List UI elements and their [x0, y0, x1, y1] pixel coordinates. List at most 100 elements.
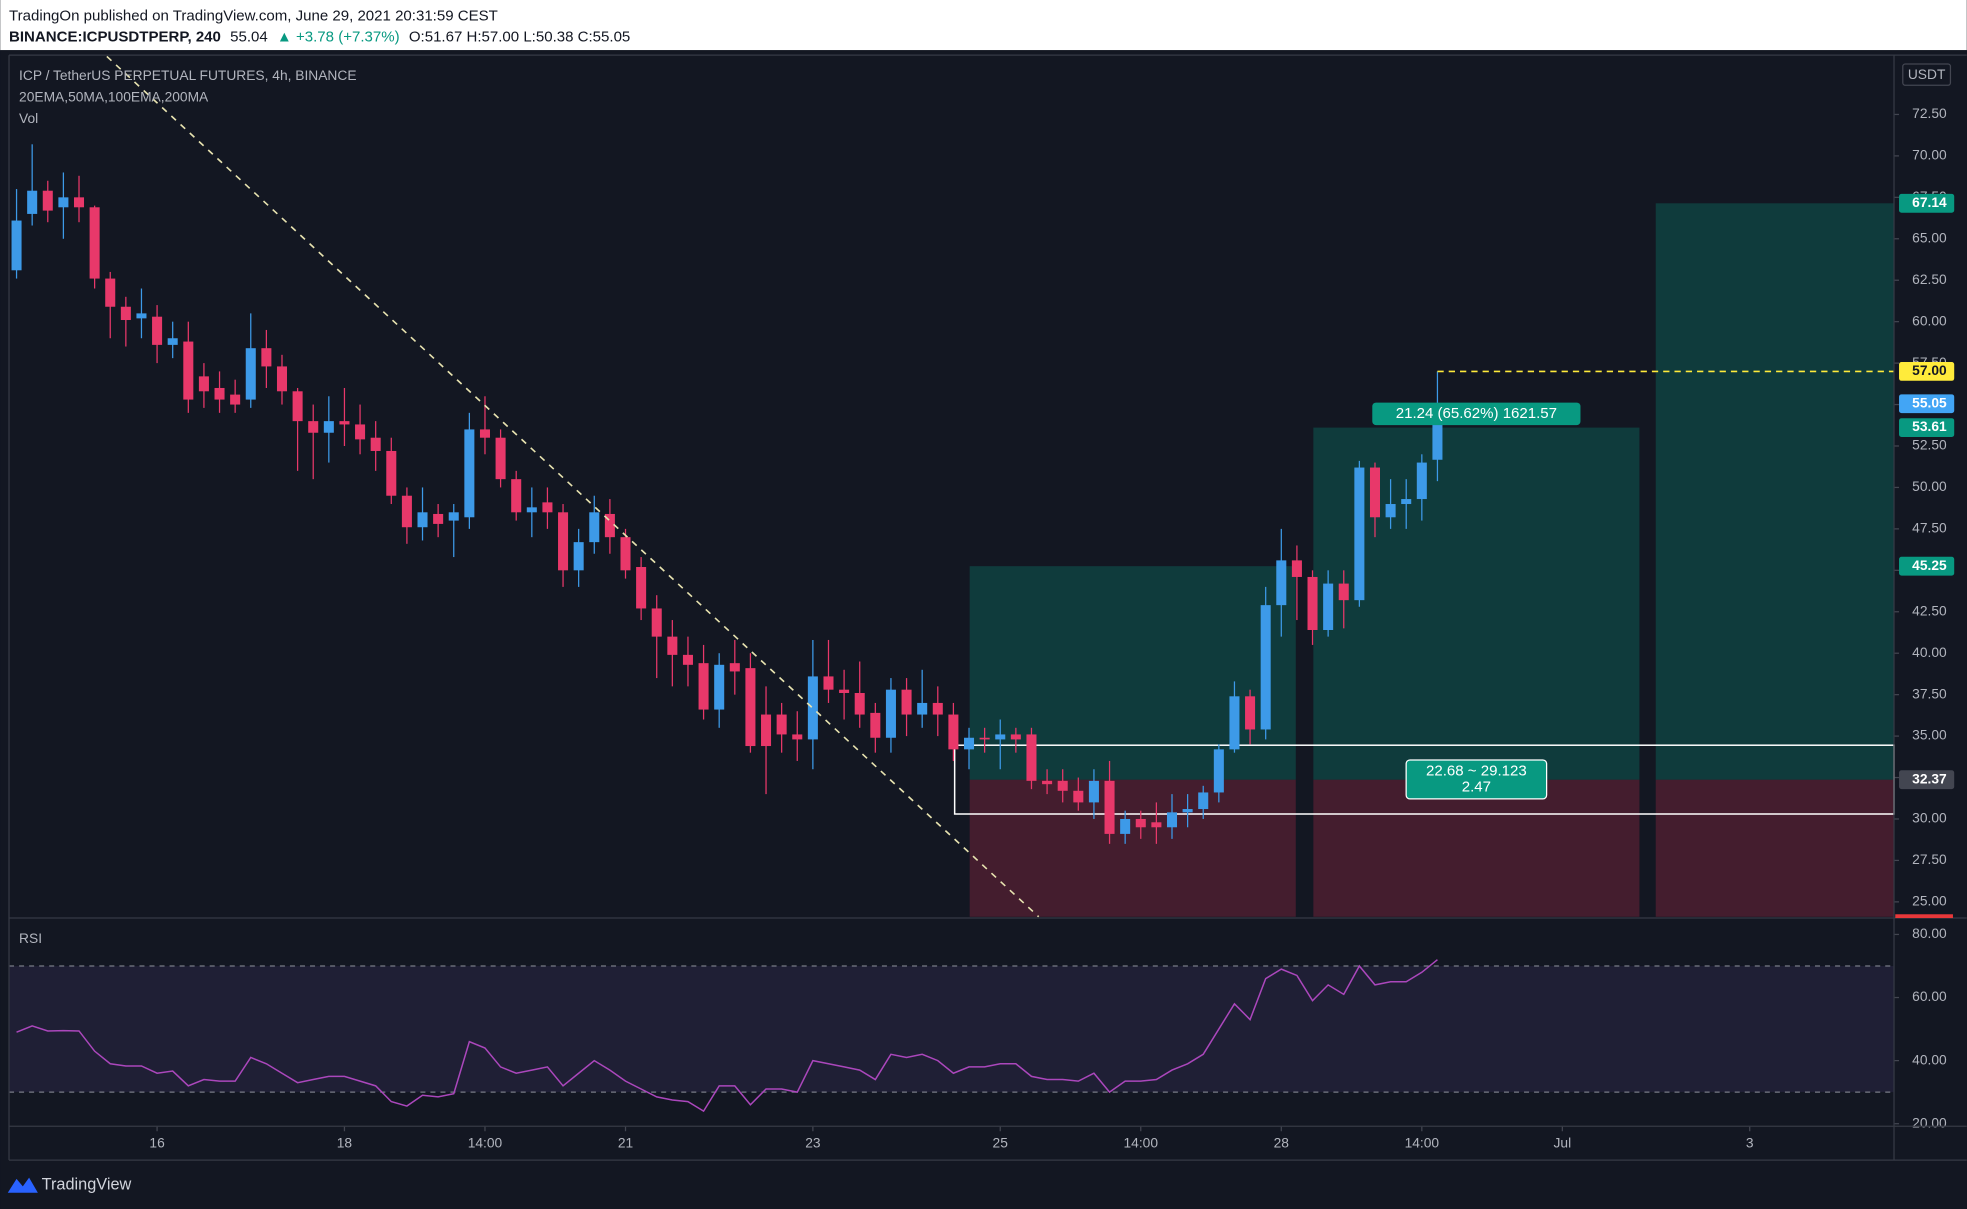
candle-body	[792, 734, 803, 740]
stop-zone	[969, 779, 1296, 917]
price-badge	[1899, 193, 1955, 213]
candle-body	[58, 197, 69, 208]
price-badge-label: 32.37	[1912, 771, 1947, 786]
candle-body	[276, 366, 288, 392]
chart-background	[0, 50, 1967, 1209]
candle-body	[198, 376, 209, 392]
logo: TradingView	[7, 1175, 132, 1193]
y-tick-label: 25.00	[1912, 894, 1947, 909]
last-price: 55.04	[230, 29, 268, 46]
candle-body	[932, 702, 943, 715]
candle-body	[995, 734, 1006, 740]
candle-body	[152, 316, 163, 345]
x-tick-label: 16	[149, 1135, 165, 1150]
candle-body	[1354, 467, 1365, 601]
candle-body	[105, 278, 116, 307]
candle-body	[979, 737, 990, 740]
indicators: 20EMA,50MA,100EMA,200MA	[19, 89, 209, 104]
rsi-tick-label: 20.00	[1912, 1115, 1947, 1130]
plot-area: 25.0027.5030.0032.5035.0037.5040.0042.50…	[9, 106, 1955, 1150]
candle-body	[1416, 462, 1427, 500]
candle-body	[714, 664, 725, 710]
candle-body	[42, 190, 53, 211]
candle-body	[761, 714, 772, 747]
x-tick-label: 14:00	[1124, 1135, 1159, 1150]
candle-body	[682, 654, 693, 665]
candle-body	[11, 220, 22, 271]
candle-body	[495, 437, 506, 480]
header-bar	[0, 0, 1967, 51]
candle-body	[464, 429, 475, 518]
x-tick-label: 14:00	[1405, 1135, 1440, 1150]
axis-marker	[1895, 914, 1953, 919]
candle-body	[1369, 467, 1380, 518]
y-tick-label: 50.00	[1912, 479, 1947, 494]
candle-body	[1166, 812, 1178, 828]
rsi-band	[9, 965, 1895, 1093]
y-tick-label: 27.50	[1912, 852, 1947, 867]
y-tick-label: 35.00	[1912, 728, 1947, 743]
candle-body	[1307, 576, 1318, 631]
price-badge	[1899, 556, 1955, 576]
currency: USDT	[1908, 67, 1946, 82]
candle-body	[511, 479, 522, 513]
candle-body	[245, 348, 256, 400]
candle-body	[1385, 504, 1396, 518]
candle-body	[1026, 734, 1037, 781]
candle-body	[214, 387, 225, 400]
x-tick-label: 21	[618, 1135, 633, 1150]
candle-body	[1291, 560, 1302, 577]
candle-body	[589, 512, 600, 543]
measure-label: 21.24 (65.62%) 1621.57	[1396, 405, 1557, 422]
range-badge	[1405, 759, 1548, 800]
profit-zone	[969, 566, 1296, 780]
volume-label: Vol	[19, 111, 38, 126]
profit-zone	[1655, 203, 1895, 780]
candle-body	[1182, 809, 1193, 813]
rsi-tick-label: 80.00	[1912, 926, 1947, 941]
candle-body	[636, 567, 647, 609]
candle-body	[417, 512, 428, 528]
candle-body	[73, 197, 85, 208]
candle-body	[729, 663, 740, 672]
candle-body	[854, 692, 865, 715]
y-tick-label: 47.50	[1912, 521, 1947, 536]
candle-body	[120, 306, 131, 321]
candle-body	[1245, 696, 1256, 730]
price-badge-label: 67.14	[1912, 195, 1947, 210]
candle-body	[1135, 818, 1146, 828]
candle-body	[136, 313, 147, 319]
price-badge	[1899, 770, 1955, 790]
y-tick-label: 65.00	[1912, 230, 1947, 245]
candle-body	[776, 714, 787, 735]
candle-body	[542, 502, 553, 513]
candle-body	[885, 689, 896, 738]
candle-body	[448, 512, 459, 521]
candle-body	[698, 663, 709, 710]
y-tick-label: 30.00	[1912, 811, 1947, 826]
x-tick-label: 25	[993, 1135, 1009, 1150]
price-badge-label: 53.61	[1912, 419, 1947, 434]
x-tick-label: 28	[1274, 1135, 1290, 1150]
candle-body	[1104, 780, 1115, 834]
candle-body	[1010, 734, 1021, 740]
logo-icon	[7, 1177, 38, 1193]
candle-body	[27, 190, 38, 214]
candle-body	[1198, 792, 1209, 810]
chart-title: ICP / TetherUS PERPETUAL FUTURES, 4h, BI…	[19, 68, 356, 83]
brand: TradingView	[42, 1175, 132, 1193]
y-tick-label: 42.50	[1912, 603, 1947, 618]
candle-body	[308, 421, 319, 433]
candle-body	[1057, 780, 1068, 791]
candle-body	[1073, 790, 1084, 803]
profit-zone	[1313, 427, 1640, 780]
publisher: TradingOn published on TradingView.com, …	[9, 7, 498, 24]
candle-body	[261, 348, 272, 367]
candle-body	[1276, 560, 1287, 606]
candle-body	[1338, 583, 1349, 601]
candle-body	[433, 513, 444, 524]
price-badge	[1899, 361, 1955, 381]
candle-body	[870, 712, 881, 738]
candle-body	[479, 429, 490, 438]
